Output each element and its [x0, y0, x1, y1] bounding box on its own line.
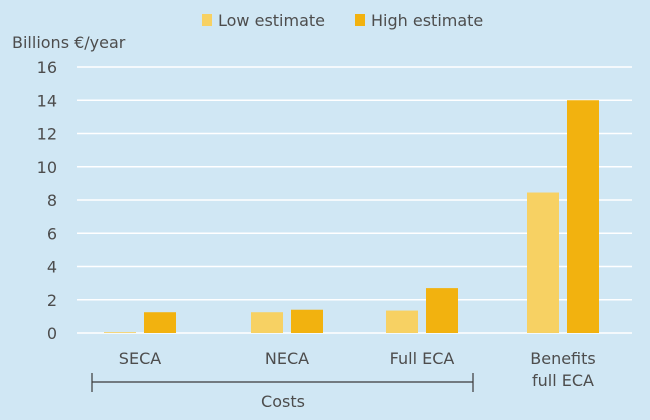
y-tick-label: 2: [47, 291, 57, 310]
x-category-label: SECA: [119, 349, 161, 368]
bar-high-estimate: [426, 288, 458, 333]
y-tick-label: 12: [37, 125, 57, 144]
y-tick-label: 14: [37, 91, 57, 110]
legend: Low estimate High estimate: [202, 11, 483, 30]
legend-swatch: [355, 14, 365, 26]
x-category-label: Full ECA: [390, 349, 455, 368]
bar-high-estimate: [567, 100, 599, 333]
x-category-label: Benefits: [530, 349, 596, 368]
legend-label: Low estimate: [218, 11, 325, 30]
costs-bracket: Costs: [91, 373, 474, 411]
bar-high-estimate: [144, 312, 176, 333]
y-tick-label: 8: [47, 191, 57, 210]
x-category-label: full ECA: [532, 371, 594, 390]
y-axis-label: Billions €/year: [12, 33, 126, 52]
bar-low-estimate: [104, 332, 136, 333]
legend-swatch: [202, 14, 212, 26]
bars: [104, 100, 599, 333]
x-category-label: NECA: [265, 349, 309, 368]
x-axis-categories: SECA NECA Full ECA Benefits full ECA: [119, 349, 596, 390]
y-tick-label: 4: [47, 258, 57, 277]
bar-low-estimate: [251, 312, 283, 333]
y-tick-label: 16: [37, 58, 57, 77]
bar-low-estimate: [527, 192, 559, 333]
gridlines: [77, 66, 632, 334]
y-axis-ticks: 0 2 4 6 8 10 12 14 16: [37, 58, 57, 343]
costs-label: Costs: [261, 392, 305, 411]
legend-label: High estimate: [371, 11, 483, 30]
y-tick-label: 6: [47, 224, 57, 243]
y-tick-label: 0: [47, 324, 57, 343]
bar-high-estimate: [291, 309, 323, 333]
y-tick-label: 10: [37, 158, 57, 177]
bar-low-estimate: [386, 310, 418, 333]
